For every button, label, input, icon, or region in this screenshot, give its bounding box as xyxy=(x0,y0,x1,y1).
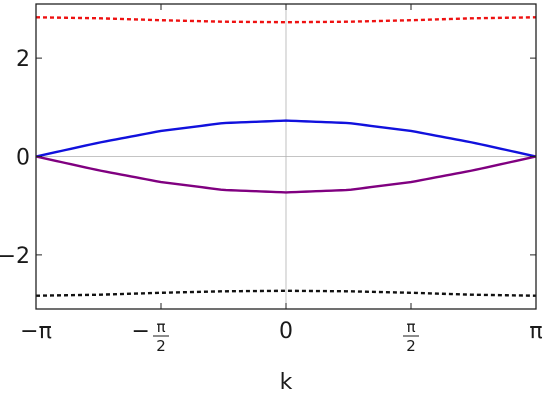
series-line-1 xyxy=(35,16,537,24)
y-tick-label-1: 0 xyxy=(16,146,30,171)
x-tick-label-numerator: π xyxy=(406,318,415,336)
series-line-3 xyxy=(35,155,537,194)
x-tick-label-4: π xyxy=(529,319,542,344)
x-tick-label-3: π2 xyxy=(403,318,420,355)
series-line-4 xyxy=(35,289,537,297)
x-tick-label-denominator: 2 xyxy=(156,337,166,355)
x-tick-label-sign: − xyxy=(132,319,150,344)
series-line-2 xyxy=(35,119,537,158)
y-tick-label-0: −2 xyxy=(0,244,30,269)
x-tick-label-denominator: 2 xyxy=(406,337,416,355)
x-tick-label-0: −π xyxy=(20,319,52,344)
x-tick-label-1: − π2 xyxy=(132,318,169,355)
x-tick-label-2: 0 xyxy=(279,319,293,344)
y-tick-label-2: 2 xyxy=(16,47,30,72)
x-axis-label: k xyxy=(280,370,293,395)
x-tick-label-numerator: π xyxy=(156,318,165,336)
tick-marks xyxy=(35,4,537,309)
tick-labels: −π − π20 π2π−202 xyxy=(0,47,543,355)
grid-lines xyxy=(36,4,536,309)
series-layer xyxy=(35,16,537,297)
